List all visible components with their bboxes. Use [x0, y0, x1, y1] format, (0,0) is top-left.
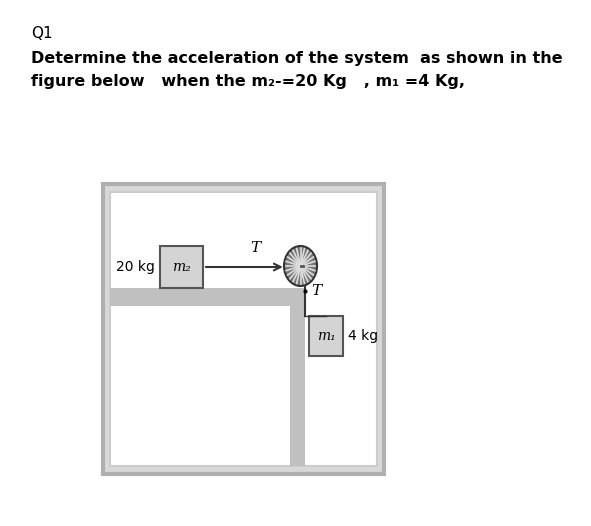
Text: Determine the acceleration of the system  as shown in the: Determine the acceleration of the system…: [31, 51, 563, 66]
Bar: [160, 246, 203, 288]
Text: Q1: Q1: [31, 26, 53, 41]
Text: T: T: [251, 241, 261, 255]
Text: figure below   when the m₂-=20 Kg   , m₁ =4 Kg,: figure below when the m₂-=20 Kg , m₁ =4 …: [31, 74, 465, 89]
Bar: [110, 288, 304, 306]
Text: 4 kg: 4 kg: [348, 329, 378, 343]
Circle shape: [284, 246, 317, 286]
Bar: [309, 316, 343, 356]
Bar: [103, 184, 384, 474]
Circle shape: [297, 262, 304, 270]
Text: m₂: m₂: [172, 260, 191, 274]
Text: 20 kg: 20 kg: [116, 260, 155, 274]
Text: T: T: [311, 284, 322, 298]
Bar: [290, 306, 304, 466]
Text: m₁: m₁: [317, 329, 336, 343]
Bar: [110, 192, 377, 466]
